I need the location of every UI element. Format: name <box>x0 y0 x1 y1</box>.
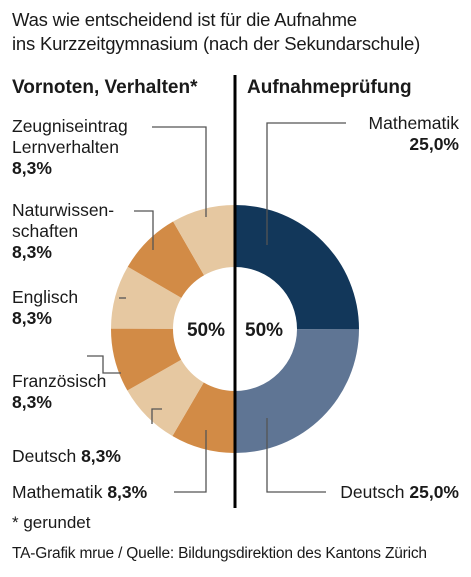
donut-slice-0 <box>235 205 359 330</box>
left-group-heading: Vornoten, Verhalten* <box>12 77 198 98</box>
chart-title: Was wie entscheidend ist für die Aufnahm… <box>12 8 467 56</box>
leader-line-deutsch-left <box>151 408 162 424</box>
leader-line-mathematik-right <box>266 122 346 245</box>
label-mathematik-left: Mathematik 8,3% <box>12 482 148 502</box>
center-left-percentage: 50% <box>187 320 225 341</box>
source-credit: TA-Grafik mrue / Quelle: Bildungsdirekti… <box>12 545 427 562</box>
leader-line-mathematik-left <box>174 430 207 493</box>
donut-slice-6 <box>127 221 205 298</box>
donut-slice-7 <box>173 205 235 276</box>
donut-slice-5 <box>111 266 182 329</box>
donut-slice-2 <box>172 382 235 453</box>
label-zeugniseintrag: Zeugniseintrag Lernverhalten 8,3% <box>12 116 128 178</box>
donut-slice-4 <box>111 328 182 391</box>
leader-line-zeugnis <box>152 126 207 217</box>
label-naturwissenschaften: Naturwissen- schaften 8,3% <box>12 200 115 262</box>
donut-slice-3 <box>127 359 204 437</box>
leader-line-franzoesisch <box>87 355 121 374</box>
label-deutsch-right: Deutsch 25,0% <box>340 482 459 502</box>
center-right-percentage: 50% <box>245 320 283 341</box>
label-englisch: Englisch 8,3% <box>12 287 79 328</box>
chart-title-line-1: Was wie entscheidend ist für die Aufnahm… <box>12 9 357 30</box>
leader-lines <box>87 122 346 493</box>
donut-slices <box>111 205 359 454</box>
label-franzoesisch: Französisch 8,3% <box>12 371 107 412</box>
label-mathematik-right: Mathematik 25,0% <box>368 113 459 154</box>
leader-line-naturwissenschaften <box>134 210 154 250</box>
donut-slice-1 <box>234 329 359 454</box>
leader-line-deutsch-right <box>266 418 326 493</box>
right-group-heading: Aufnahmeprüfung <box>247 77 412 98</box>
footnote: * gerundet <box>12 513 91 532</box>
label-deutsch-left: Deutsch 8,3% <box>12 446 121 466</box>
chart-title-line-2: ins Kurzzeitgymnasium (nach der Sekundar… <box>12 33 421 54</box>
